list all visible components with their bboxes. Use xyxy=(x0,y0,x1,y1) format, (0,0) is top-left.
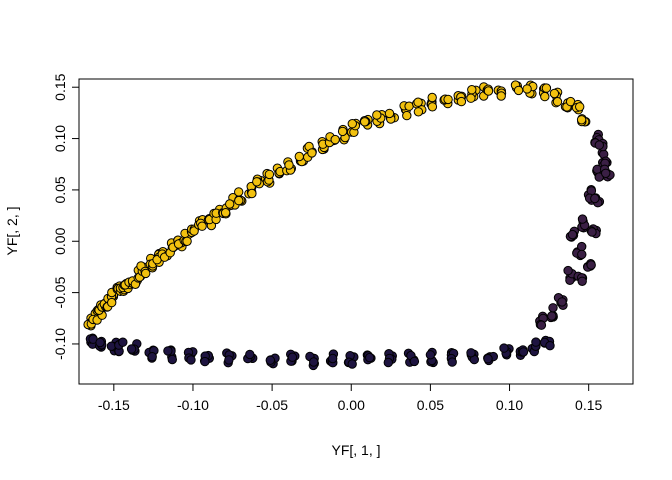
data-point xyxy=(548,303,558,313)
data-point xyxy=(118,337,128,347)
data-point xyxy=(466,348,476,358)
data-point xyxy=(402,110,412,121)
y-tick-label: 0.00 xyxy=(52,227,68,254)
data-point xyxy=(552,97,563,107)
y-tick-label: 0.10 xyxy=(52,125,68,152)
data-point xyxy=(141,268,151,279)
data-point xyxy=(483,86,494,96)
data-point xyxy=(167,354,178,365)
data-point xyxy=(540,91,550,102)
data-point xyxy=(536,320,547,330)
data-point xyxy=(234,187,244,197)
data-point xyxy=(383,357,393,368)
data-point xyxy=(496,91,506,101)
y-axis-label: YF[, 2, ] xyxy=(4,206,20,255)
data-point xyxy=(531,337,541,347)
data-point xyxy=(443,94,453,105)
data-point xyxy=(224,355,234,365)
data-point xyxy=(337,126,348,137)
data-point xyxy=(522,84,532,94)
y-tick-label: 0.05 xyxy=(52,176,68,203)
data-point xyxy=(518,347,529,357)
data-point xyxy=(365,352,375,363)
data-point xyxy=(483,354,493,364)
data-point xyxy=(200,356,210,367)
x-tick-label: -0.10 xyxy=(177,397,209,413)
data-point xyxy=(225,199,235,209)
data-point xyxy=(594,140,604,150)
data-point xyxy=(549,88,560,99)
data-point xyxy=(467,85,477,95)
data-point xyxy=(294,151,304,162)
data-point xyxy=(347,359,357,369)
y-axis: -0.10 -0.05 0.00 0.05 0.10 0.15 xyxy=(52,73,80,360)
y-tick-label: -0.05 xyxy=(52,276,68,308)
data-point xyxy=(360,117,370,127)
data-point xyxy=(499,343,509,353)
x-tick-label: -0.05 xyxy=(256,397,288,413)
data-point xyxy=(234,195,244,206)
data-point xyxy=(456,96,467,107)
data-point xyxy=(427,102,438,112)
data-point xyxy=(284,160,294,170)
data-point xyxy=(563,265,573,276)
data-point xyxy=(245,349,255,360)
x-tick-label: 0.15 xyxy=(575,397,602,413)
data-point xyxy=(586,260,596,270)
data-point xyxy=(425,350,436,360)
data-point xyxy=(577,249,587,260)
x-axis-label: YF[, 1, ] xyxy=(331,442,380,458)
data-point xyxy=(126,344,137,354)
data-point xyxy=(372,110,382,120)
data-point xyxy=(413,107,424,117)
data-point xyxy=(513,85,524,96)
data-point xyxy=(220,208,231,218)
data-point xyxy=(577,214,588,224)
data-point xyxy=(590,193,600,204)
data-point xyxy=(265,355,275,365)
data-point xyxy=(409,356,420,367)
data-point xyxy=(447,357,457,367)
data-point xyxy=(567,229,578,240)
data-point xyxy=(182,236,192,247)
data-point xyxy=(601,168,611,179)
y-tick-label: -0.10 xyxy=(52,328,68,360)
data-point xyxy=(107,297,117,308)
data-point xyxy=(466,93,476,103)
data-point xyxy=(577,276,587,286)
data-point xyxy=(347,119,357,129)
data-point xyxy=(264,169,275,180)
data-point xyxy=(384,108,395,119)
points-layer xyxy=(83,80,615,371)
data-point xyxy=(330,134,340,145)
x-tick-label: 0.05 xyxy=(417,397,444,413)
x-tick-label: -0.15 xyxy=(98,397,130,413)
y-tick-label: 0.15 xyxy=(52,73,68,100)
data-point xyxy=(197,221,207,231)
data-point xyxy=(545,341,555,351)
data-point xyxy=(541,83,552,93)
data-point xyxy=(252,177,262,187)
data-point xyxy=(557,297,567,307)
data-point xyxy=(587,227,597,237)
data-point xyxy=(186,355,196,365)
data-point xyxy=(189,226,199,236)
data-point xyxy=(575,102,585,112)
x-axis: -0.15 -0.10 -0.05 0.00 0.05 0.10 0.15 xyxy=(98,383,603,413)
data-point xyxy=(287,352,298,362)
data-point xyxy=(576,115,587,125)
data-point xyxy=(427,92,437,103)
data-point xyxy=(95,337,105,348)
x-tick-label: 0.00 xyxy=(338,397,365,413)
data-point xyxy=(307,148,317,158)
data-point xyxy=(163,346,173,356)
data-point xyxy=(413,97,423,107)
x-tick-label: 0.10 xyxy=(496,397,523,413)
data-point xyxy=(547,311,557,321)
data-point xyxy=(328,353,338,364)
data-point xyxy=(147,352,157,362)
data-point xyxy=(309,357,319,367)
data-point xyxy=(247,188,257,199)
